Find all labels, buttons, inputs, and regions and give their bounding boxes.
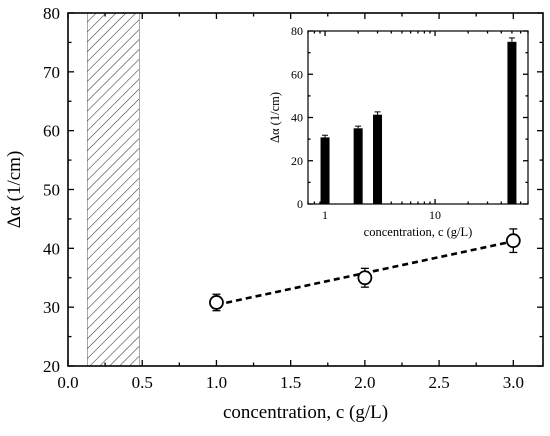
inset-y-axis-label: Δα (1/cm) (268, 92, 282, 143)
inset-plot-frame (307, 30, 529, 205)
y-tick-label: 70 (43, 63, 60, 82)
inset-y-tick-label: 20 (291, 154, 303, 168)
data-point (505, 233, 521, 249)
inset-x-axis-label: concentration, c (g/L) (364, 225, 473, 239)
inset-bar (373, 114, 383, 204)
y-tick-label: 30 (43, 298, 60, 317)
inset-x-tick-label: 10 (429, 208, 441, 222)
inset-background (308, 31, 528, 204)
y-tick-label: 40 (43, 239, 60, 258)
hatched-region (87, 12, 140, 367)
inset-bar (507, 41, 517, 204)
x-tick-label: 3.0 (503, 373, 524, 392)
main-plot-frame (67, 12, 544, 367)
x-tick-label: 2.0 (354, 373, 375, 392)
inset-y-tick-label: 80 (291, 24, 303, 38)
y-tick-label: 80 (43, 4, 60, 23)
inset-y-tick-label: 60 (291, 67, 303, 81)
x-tick-label: 1.0 (206, 373, 227, 392)
inset-bar (320, 137, 330, 204)
x-tick-label: 2.5 (428, 373, 449, 392)
inset-bar (353, 128, 363, 204)
x-tick-label: 0.0 (57, 373, 78, 392)
data-point (209, 295, 224, 310)
x-axis-label: concentration, c (g/L) (223, 402, 388, 423)
inset-y-tick-label: 0 (297, 197, 303, 211)
y-tick-label: 50 (43, 181, 60, 200)
inset-y-tick-label: 40 (291, 111, 303, 125)
y-axis-label: Δα (1/cm) (4, 151, 25, 229)
data-point (357, 270, 373, 286)
inset-x-tick-label: 1 (322, 208, 328, 222)
main-plot-area: 0.0 0.5 1.0 1.5 2.0 2.5 3.0 20 30 40 50 60 70 80 (43, 4, 544, 392)
inset-plot-area: 1 10 0 20 40 60 80 (291, 24, 529, 222)
y-tick-label: 20 (43, 357, 60, 376)
x-tick-label: 1.5 (280, 373, 301, 392)
y-tick-label: 60 (43, 122, 60, 141)
x-tick-label: 0.5 (132, 373, 153, 392)
